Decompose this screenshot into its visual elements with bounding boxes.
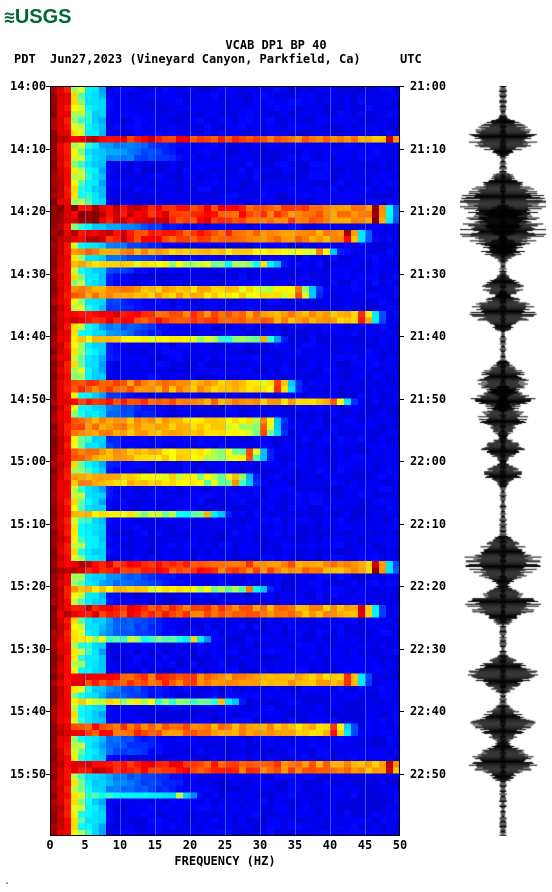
- y-tick-left: 15:00: [10, 454, 46, 468]
- x-tick: 50: [393, 838, 407, 852]
- x-tick: 45: [358, 838, 372, 852]
- waveform-trace: [460, 86, 546, 836]
- gridline: [330, 86, 331, 836]
- y-tick-right: 22:20: [410, 579, 446, 593]
- y-tick-left: 14:40: [10, 329, 46, 343]
- gridline: [295, 86, 296, 836]
- x-tick: 30: [253, 838, 267, 852]
- logo-wave-icon: ≋: [4, 7, 13, 28]
- x-tick: 35: [288, 838, 302, 852]
- y-tick-right: 22:50: [410, 767, 446, 781]
- x-tick: 0: [46, 838, 53, 852]
- chart-title: VCAB DP1 BP 40: [0, 38, 552, 52]
- y-tick-left: 15:30: [10, 642, 46, 656]
- footnote: .: [4, 876, 10, 887]
- y-tick-left: 15:50: [10, 767, 46, 781]
- logo-text: USGS: [15, 6, 72, 29]
- y-tick-right: 22:40: [410, 704, 446, 718]
- y-tick-right: 21:20: [410, 204, 446, 218]
- x-tick: 25: [218, 838, 232, 852]
- gridline: [260, 86, 261, 836]
- y-tick-left: 15:10: [10, 517, 46, 531]
- y-tick-left: 15:20: [10, 579, 46, 593]
- tz-right-label: UTC: [400, 52, 422, 66]
- gridline: [365, 86, 366, 836]
- x-tick: 40: [323, 838, 337, 852]
- x-tick: 15: [148, 838, 162, 852]
- gridline: [225, 86, 226, 836]
- x-tick: 20: [183, 838, 197, 852]
- gridline: [155, 86, 156, 836]
- y-tick-right: 22:10: [410, 517, 446, 531]
- x-tick: 10: [113, 838, 127, 852]
- y-tick-right: 22:00: [410, 454, 446, 468]
- tz-left-label: PDT: [14, 52, 36, 66]
- y-tick-left: 14:30: [10, 267, 46, 281]
- y-tick-right: 22:30: [410, 642, 446, 656]
- y-tick-right: 21:00: [410, 79, 446, 93]
- y-tick-left: 14:00: [10, 79, 46, 93]
- y-tick-left: 14:20: [10, 204, 46, 218]
- y-tick-left: 14:50: [10, 392, 46, 406]
- gridline: [120, 86, 121, 836]
- spectrogram-plot: [50, 86, 400, 836]
- y-tick-right: 21:10: [410, 142, 446, 156]
- usgs-logo: ≋ USGS: [4, 6, 72, 29]
- y-tick-left: 14:10: [10, 142, 46, 156]
- y-tick-right: 21:30: [410, 267, 446, 281]
- x-axis-label: FREQUENCY (HZ): [50, 854, 400, 868]
- x-tick-labels: 05101520253035404550: [50, 838, 400, 852]
- x-tick: 5: [81, 838, 88, 852]
- gridline: [85, 86, 86, 836]
- y-tick-right: 21:50: [410, 392, 446, 406]
- y-tick-right: 21:40: [410, 329, 446, 343]
- y-tick-left: 15:40: [10, 704, 46, 718]
- gridline: [190, 86, 191, 836]
- date-location-label: Jun27,2023 (Vineyard Canyon, Parkfield, …: [50, 52, 361, 66]
